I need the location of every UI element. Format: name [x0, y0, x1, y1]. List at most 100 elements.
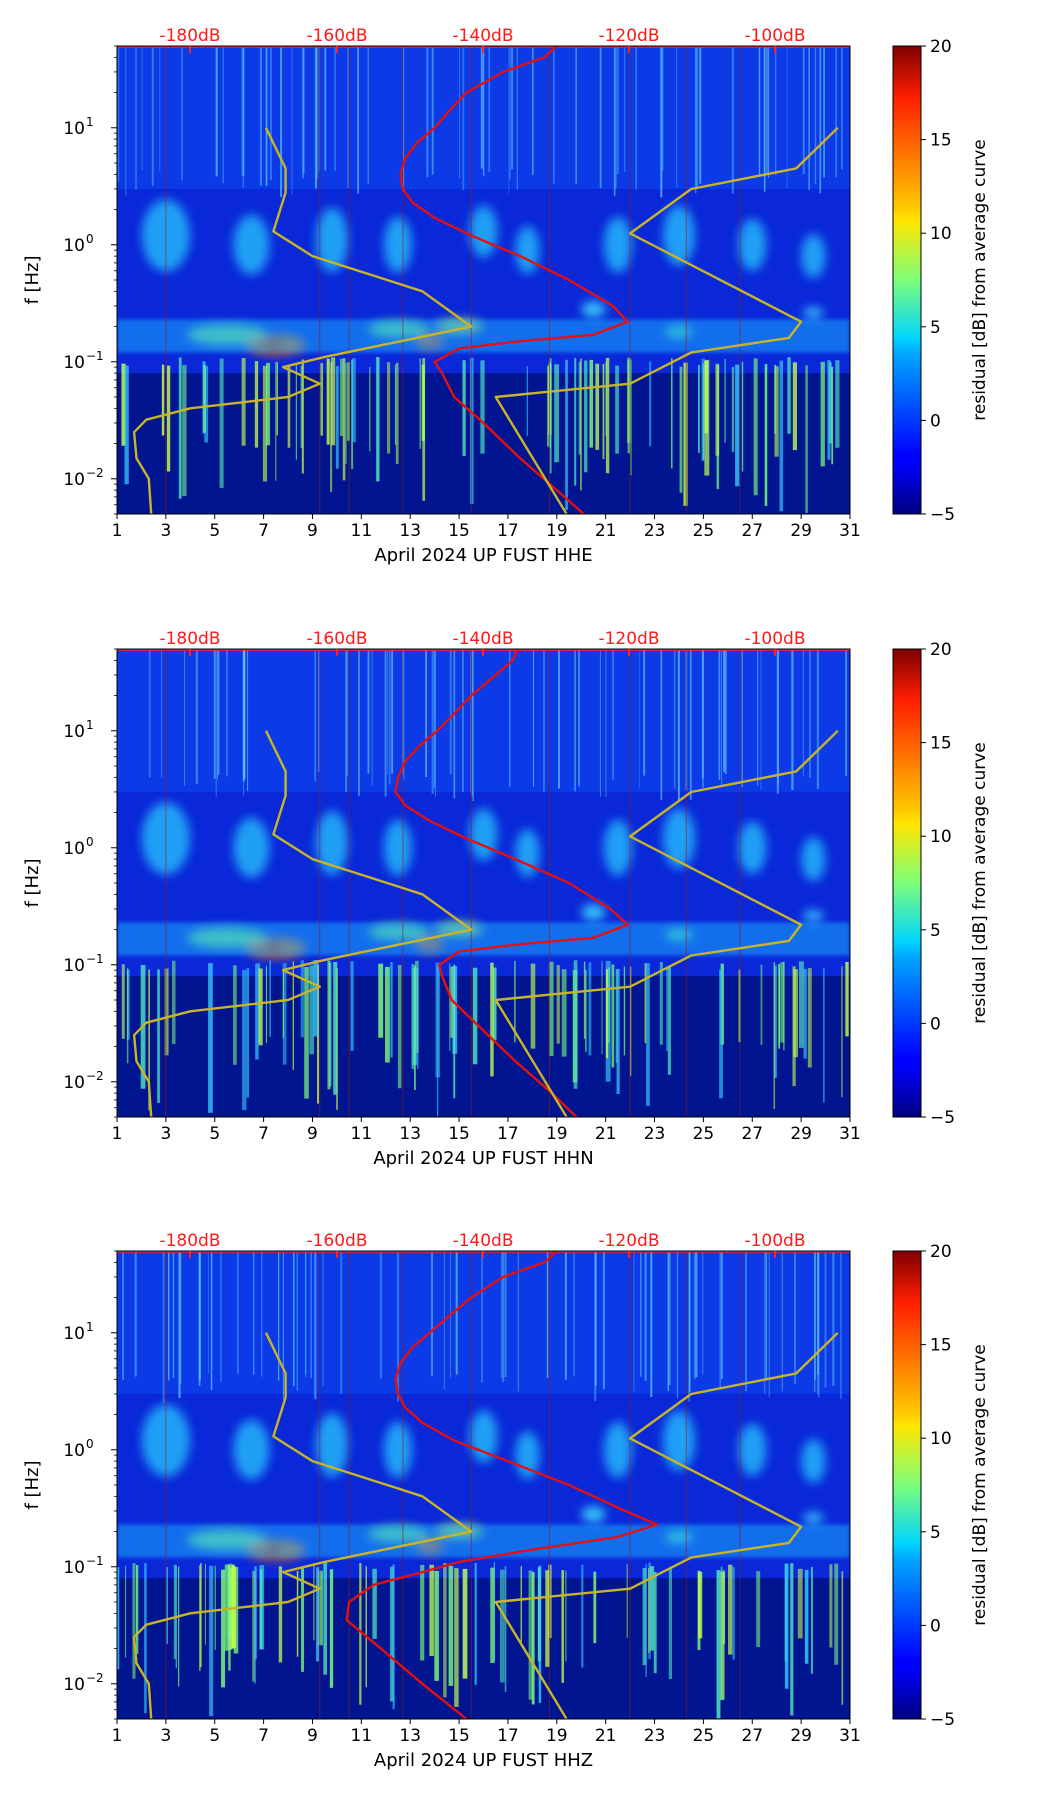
x-tick-label: 31 [839, 1124, 861, 1144]
y-tick-exponent: 1 [86, 1320, 94, 1334]
y-tick-exponent: −1 [86, 952, 104, 966]
y-tick-exponent: 0 [86, 1437, 94, 1451]
x-tick-label: 23 [644, 521, 666, 541]
top-db-label: -160dB [306, 26, 367, 46]
y-tick-label: 10 [63, 353, 85, 373]
y-tick-exponent: −1 [86, 349, 104, 363]
x-tick-label: 13 [399, 521, 421, 541]
colorbar-tick-label: −5 [930, 1108, 955, 1128]
colorbar-tick-label: 5 [930, 921, 941, 941]
colorbar-tick-label: 10 [930, 827, 952, 847]
top-db-label: -160dB [306, 1231, 367, 1251]
top-db-label: -180dB [159, 26, 220, 46]
y-tick-exponent: 1 [86, 115, 94, 129]
model-curve-yellow-2 [494, 729, 839, 1117]
x-tick-label: 17 [497, 1124, 519, 1144]
y-tick-exponent: −1 [86, 1554, 104, 1568]
colorbar-tick-label: 10 [930, 1429, 952, 1449]
x-tick-label: 21 [595, 521, 617, 541]
model-curve-yellow-1 [132, 127, 473, 514]
colorbar-tick-label: 0 [930, 1616, 941, 1636]
top-db-label: -120dB [598, 1231, 659, 1251]
top-db-label: -180dB [159, 629, 220, 649]
colorbar-tick-label: 20 [930, 640, 952, 660]
y-tick-exponent: −2 [86, 1671, 104, 1685]
x-tick-label: 11 [351, 1726, 373, 1746]
colorbar-tick-label: 5 [930, 1523, 941, 1543]
x-tick-label: 9 [307, 1726, 318, 1746]
colorbar-tick-label: 15 [930, 131, 952, 151]
colorbar-tick-label: 20 [930, 1242, 952, 1262]
y-tick-label: 10 [63, 956, 85, 976]
psd-curve-red [345, 1251, 659, 1719]
x-tick-label: 1 [112, 1726, 123, 1746]
x-tick-label: 5 [209, 1726, 220, 1746]
x-tick-label: 13 [399, 1726, 421, 1746]
colorbar-label: residual [dB] from average curve [970, 1344, 990, 1625]
x-tick-label: 15 [448, 1726, 470, 1746]
y-tick-label: 10 [63, 1441, 85, 1461]
x-tick-label: 1 [112, 521, 123, 541]
x-tick-label: 9 [307, 521, 318, 541]
x-tick-label: 17 [497, 1726, 519, 1746]
x-tick-label: 1 [112, 1124, 123, 1144]
psd-curve-red [399, 46, 629, 514]
top-db-label: -100dB [744, 629, 805, 649]
x-tick-label: 27 [741, 1124, 763, 1144]
y-tick-label: 10 [63, 1558, 85, 1578]
x-tick-label: 21 [595, 1726, 617, 1746]
y-tick-exponent: 0 [86, 835, 94, 849]
colorbar-tick-label: 10 [930, 224, 952, 244]
top-db-label: -120dB [598, 629, 659, 649]
spectrogram-heatmap [117, 649, 850, 1117]
x-tick-label: 7 [258, 1124, 269, 1144]
x-tick-label: 13 [399, 1124, 421, 1144]
x-tick-label: 3 [160, 1726, 171, 1746]
x-tick-label: 11 [351, 1124, 373, 1144]
colorbar-tick-label: −5 [930, 505, 955, 525]
model-curve-yellow-2 [494, 126, 839, 514]
y-tick-label: 10 [63, 1324, 85, 1344]
x-tick-label: 21 [595, 1124, 617, 1144]
top-db-label: -100dB [744, 26, 805, 46]
x-tick-label: 19 [546, 1124, 568, 1144]
x-tick-label: 17 [497, 521, 519, 541]
x-tick-label: 11 [351, 521, 373, 541]
x-tick-label: 19 [546, 521, 568, 541]
colorbar-tick-label: 15 [930, 1336, 952, 1356]
y-tick-label: 10 [63, 119, 85, 139]
y-axis-label: f [Hz] [22, 1460, 43, 1509]
x-tick-label: 31 [839, 1726, 861, 1746]
x-tick-label: 31 [839, 521, 861, 541]
spectrogram-heatmap [117, 1251, 850, 1719]
colorbar-tick-label: 0 [930, 1014, 941, 1034]
y-tick-label: 10 [63, 722, 85, 742]
psd-curve-red [394, 649, 629, 1117]
top-db-label: -120dB [598, 26, 659, 46]
y-axis-label: f [Hz] [22, 255, 43, 304]
x-tick-label: 3 [160, 521, 171, 541]
y-tick-exponent: −2 [86, 1069, 104, 1083]
x-tick-label: 5 [209, 521, 220, 541]
colorbar: 20 15 10 5 0 −5 residual [dB] from average cur… [892, 37, 990, 525]
x-tick-label: 9 [307, 1124, 318, 1144]
top-db-label: -100dB [744, 1231, 805, 1251]
y-tick-label: 10 [63, 470, 85, 490]
x-tick-label: 25 [693, 521, 715, 541]
x-axis-label: April 2024 UP FUST HHE [374, 545, 592, 566]
x-tick-label: 15 [448, 1124, 470, 1144]
spectrogram-heatmap [117, 46, 850, 514]
x-tick-label: 27 [741, 1726, 763, 1746]
y-tick-exponent: 1 [86, 718, 94, 732]
x-tick-label: 25 [693, 1726, 715, 1746]
y-tick-label: 10 [63, 1675, 85, 1695]
model-curve-yellow-1 [132, 730, 473, 1117]
colorbar-tick-label: 0 [930, 411, 941, 431]
x-tick-label: 15 [448, 521, 470, 541]
y-tick-label: 10 [63, 839, 85, 859]
x-axis-label: April 2024 UP FUST HHZ [374, 1750, 593, 1771]
model-curve-yellow-1 [132, 1332, 473, 1719]
x-tick-label: 27 [741, 521, 763, 541]
colorbar-tick-label: 20 [930, 37, 952, 57]
